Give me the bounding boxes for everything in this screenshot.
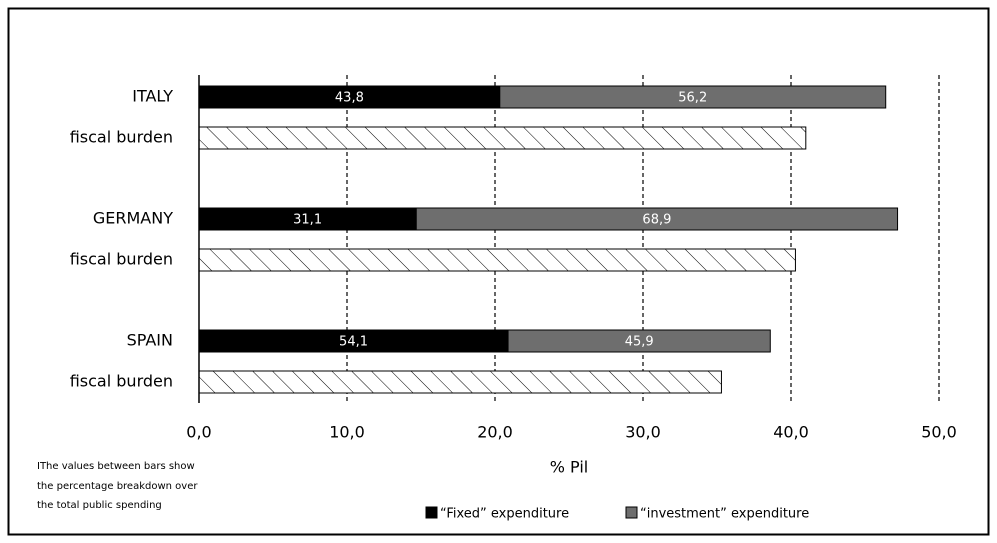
legend-swatch	[625, 506, 638, 519]
value-label: 45,9	[625, 335, 654, 350]
note-line: IThe values between bars show	[37, 461, 195, 472]
x-tick-label: 50,0	[921, 423, 957, 442]
bar-segment	[507, 329, 771, 353]
category-label: SPAIN	[127, 331, 173, 350]
bar-segment	[415, 207, 899, 231]
x-tick-label: 40,0	[773, 423, 809, 442]
burden-bar	[198, 126, 807, 150]
x-tick-label: 0,0	[186, 423, 211, 442]
legend-label: “investment” expenditure	[640, 507, 809, 522]
x-tick-label: 20,0	[477, 423, 513, 442]
category-label: ITALY	[132, 87, 173, 106]
category-label: GERMANY	[93, 209, 173, 228]
category-label: fiscal burden	[70, 372, 173, 391]
category-label: fiscal burden	[70, 128, 173, 147]
burden-bar	[198, 370, 722, 394]
legend-label: “Fixed” expenditure	[440, 507, 569, 522]
legend-swatch	[425, 506, 438, 519]
value-label: 31,1	[293, 213, 322, 228]
x-tick-label: 10,0	[329, 423, 365, 442]
value-label: 68,9	[642, 213, 671, 228]
category-label: fiscal burden	[70, 250, 173, 269]
bar-segment	[499, 85, 887, 109]
value-label: 43,8	[335, 91, 364, 106]
burden-bar	[198, 248, 796, 272]
x-axis-label: % Pil	[550, 458, 588, 477]
value-label: 54,1	[339, 335, 368, 350]
value-label: 56,2	[678, 91, 707, 106]
note-line: the percentage breakdown over	[37, 481, 198, 492]
note-line: the total public spending	[37, 500, 162, 511]
x-tick-label: 30,0	[625, 423, 661, 442]
